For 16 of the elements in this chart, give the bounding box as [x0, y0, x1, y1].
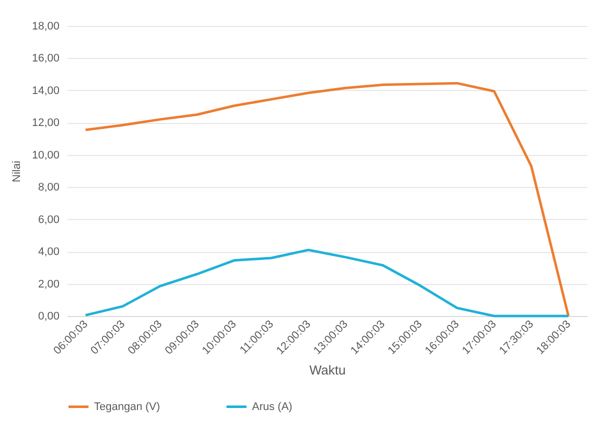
y-tick-label: 4,00: [38, 246, 60, 258]
y-tick-label: 12,00: [32, 117, 60, 130]
y-tick-label: 18,00: [32, 20, 60, 32]
line-series: [84, 248, 570, 318]
legend-label: Tegangan (V): [94, 400, 160, 413]
y-tick-label: 16,00: [32, 52, 60, 65]
y-axis-title: Nilai: [10, 160, 23, 182]
y-tick-label: 0,00: [38, 310, 60, 322]
y-tick-label: 2,00: [38, 278, 60, 290]
y-tick-label: 10,00: [32, 149, 60, 162]
legend-label: Arus (A): [252, 400, 292, 413]
line-series: [84, 82, 570, 318]
x-axis-title: Waktu: [309, 362, 346, 378]
y-tick-label: 14,00: [32, 84, 60, 97]
y-tick-label: 6,00: [38, 214, 60, 226]
y-tick-label: 8,00: [38, 182, 60, 194]
